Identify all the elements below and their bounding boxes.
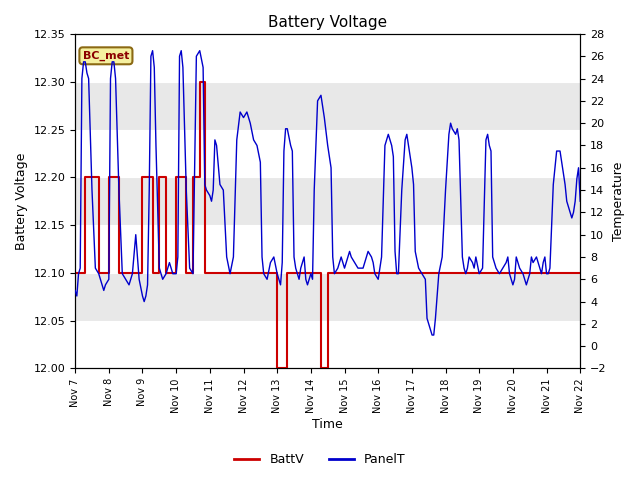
Bar xyxy=(75,34,580,82)
Bar xyxy=(75,225,580,273)
Y-axis label: Battery Voltage: Battery Voltage xyxy=(15,153,28,250)
Title: Battery Voltage: Battery Voltage xyxy=(268,15,387,30)
X-axis label: Time: Time xyxy=(312,419,343,432)
Legend: BattV, PanelT: BattV, PanelT xyxy=(229,448,411,471)
Y-axis label: Temperature: Temperature xyxy=(612,162,625,241)
Text: BC_met: BC_met xyxy=(83,51,129,61)
Bar xyxy=(75,130,580,177)
Bar xyxy=(75,321,580,369)
